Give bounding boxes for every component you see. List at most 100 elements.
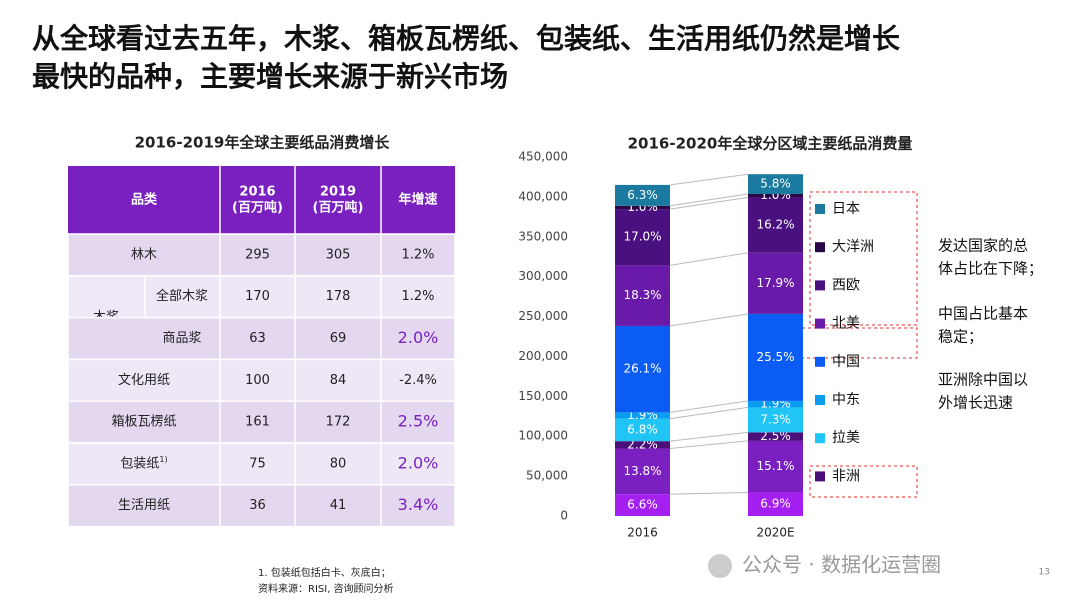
legend-swatch — [815, 280, 825, 291]
legend-swatch — [815, 204, 825, 214]
legend-swatch — [815, 395, 825, 405]
data-label: 7.3% — [760, 412, 791, 426]
y-tick-label: 150,000 — [518, 389, 568, 403]
bar-segment — [748, 400, 803, 408]
table-cell: 69 — [330, 331, 347, 346]
y-tick-label: 250,000 — [518, 309, 568, 323]
connector — [669, 173, 749, 186]
table-cell: 84 — [330, 373, 347, 388]
bar-segment — [748, 313, 803, 401]
table-cell: 2.0% — [398, 328, 439, 347]
table-row-bg — [67, 484, 456, 528]
data-label: 18.3% — [623, 288, 661, 302]
slide-title: 最快的品种，主要增长来源于新兴市场 — [32, 60, 508, 93]
table-cell: 41 — [330, 498, 347, 513]
legend-label: 拉美 — [832, 430, 860, 446]
bar-segment — [748, 197, 803, 253]
connector — [669, 196, 749, 210]
table-cell: 161 — [245, 415, 270, 430]
table-cell: 75 — [249, 456, 266, 471]
bar-segment — [748, 407, 803, 433]
bar-segment — [615, 209, 670, 266]
legend-label: 大洋洲 — [832, 239, 874, 255]
table-cell: 295 — [245, 247, 270, 262]
table-cell: 1.2% — [401, 247, 434, 262]
legend-label: 北美 — [832, 316, 860, 332]
header-cell: (百万吨) — [313, 200, 364, 216]
x-tick-label: 2020E — [756, 526, 794, 540]
annotation: 稳定； — [938, 328, 983, 346]
legend-label: 中国 — [832, 354, 860, 370]
bar-segment — [615, 494, 670, 516]
table-row-bg — [67, 233, 456, 277]
table-header-bg — [68, 166, 455, 234]
table-cell: 2.0% — [398, 453, 439, 472]
watermark: 公众号 · 数据化运营圈 — [742, 553, 941, 577]
table-title: 2016-2019年全球主要纸品消费增长 — [135, 134, 391, 152]
annotation: 亚洲除中国以 — [938, 371, 1028, 389]
connector — [669, 406, 749, 420]
header-cell: 年增速 — [398, 192, 437, 208]
annotation: 体占比在下降； — [938, 260, 1043, 278]
table-cell: 2.5% — [398, 412, 439, 431]
connector — [669, 431, 749, 442]
bar-segment — [748, 492, 803, 516]
data-label: 15.1% — [756, 459, 794, 473]
bar-segment — [615, 448, 670, 495]
y-tick-label: 100,000 — [518, 429, 568, 443]
row-label: 林木 — [131, 247, 157, 262]
connector — [669, 440, 749, 449]
chart-title: 2016-2020年全球分区域主要纸品消费量 — [628, 135, 913, 153]
legend-swatch — [815, 356, 825, 367]
dashed-box — [809, 465, 918, 498]
legend-swatch — [815, 318, 825, 329]
slide-title: 从全球看过去五年，木浆、箱板瓦楞纸、包装纸、生活用纸仍然是增长 — [32, 22, 900, 55]
table-cell: -2.4% — [399, 373, 437, 388]
data-label: 6.6% — [627, 498, 658, 512]
row-label: 包装纸1) — [120, 454, 167, 471]
footnote: 1. 包装纸包括白卡、灰底白； — [258, 566, 391, 579]
bar-segment — [748, 252, 803, 314]
header-cell: 品类 — [131, 192, 158, 208]
legend-label: 西欧 — [832, 277, 860, 293]
y-tick-label: 50,000 — [526, 469, 568, 483]
table-row-bg — [67, 400, 456, 444]
footnote: 资料来源：RISI, 咨询顾问分析 — [258, 582, 394, 595]
row-sublabel: 商品浆 — [162, 331, 201, 346]
table-row-bg — [67, 316, 456, 361]
data-label: 17.0% — [623, 230, 661, 244]
dashed-box — [783, 327, 918, 359]
data-label: 6.8% — [627, 422, 658, 436]
legend-label: 日本 — [832, 201, 860, 217]
connector — [669, 313, 749, 327]
annotation: 外增长迅速 — [938, 394, 1013, 412]
annotation: 中国占比基本 — [938, 305, 1028, 323]
annotation: 发达国家的总 — [938, 237, 1028, 255]
row-label: 生活用纸 — [118, 498, 170, 513]
bar-segment — [615, 441, 670, 449]
connector — [669, 491, 749, 495]
bar-segment — [748, 174, 803, 195]
y-tick-label: 450,000 — [518, 150, 568, 164]
y-tick-label: 350,000 — [518, 229, 568, 243]
table-cell: 80 — [330, 456, 347, 471]
table-cell: 3.4% — [398, 495, 439, 514]
table-cell: 305 — [326, 247, 351, 262]
bar-segment — [615, 325, 670, 413]
table-cell: 36 — [249, 498, 266, 513]
bar-segment — [615, 205, 670, 210]
table-row-bg — [67, 442, 456, 486]
header-cell: 2016 — [239, 185, 275, 200]
bar-segment — [748, 432, 803, 441]
table-cell: 178 — [326, 289, 351, 304]
bar-segment — [748, 194, 803, 198]
page-number: 13 — [1039, 568, 1050, 578]
data-label: 2.5% — [760, 429, 791, 443]
connector — [669, 252, 749, 266]
header-cell: (百万吨) — [232, 200, 283, 216]
row-sublabel: 全部木浆 — [156, 288, 208, 304]
bar-segment — [748, 440, 803, 493]
row-label: 箱板瓦楞纸 — [111, 414, 176, 430]
table-cell: 63 — [249, 331, 266, 346]
legend-swatch — [815, 433, 825, 444]
